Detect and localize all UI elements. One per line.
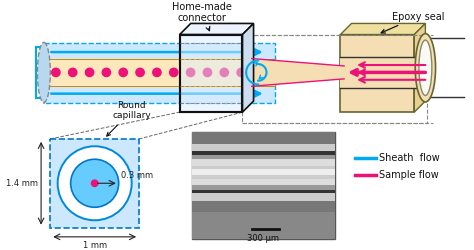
- Text: Sheath  flow: Sheath flow: [379, 153, 440, 163]
- Text: 0.3 mm: 0.3 mm: [120, 172, 153, 180]
- Bar: [191, 179, 335, 185]
- Bar: [191, 166, 335, 170]
- Circle shape: [102, 68, 110, 76]
- Text: 1.4 mm: 1.4 mm: [6, 179, 38, 188]
- Polygon shape: [340, 24, 425, 34]
- Bar: [191, 132, 335, 239]
- Circle shape: [237, 68, 245, 76]
- Bar: [44, 43, 275, 103]
- Circle shape: [58, 146, 132, 220]
- Bar: [243, 34, 427, 123]
- Circle shape: [220, 68, 228, 76]
- Circle shape: [69, 68, 77, 76]
- Bar: [191, 201, 335, 212]
- Bar: [340, 34, 414, 112]
- Circle shape: [119, 68, 128, 76]
- Ellipse shape: [415, 34, 436, 102]
- Bar: [180, 34, 243, 112]
- Circle shape: [186, 68, 195, 76]
- Circle shape: [170, 68, 178, 76]
- Polygon shape: [252, 58, 344, 86]
- Bar: [44, 58, 275, 86]
- Bar: [50, 139, 139, 228]
- Circle shape: [254, 68, 262, 76]
- Ellipse shape: [37, 42, 50, 102]
- Bar: [191, 175, 335, 179]
- Circle shape: [85, 68, 94, 76]
- Bar: [340, 57, 433, 88]
- Circle shape: [52, 68, 60, 76]
- Bar: [191, 185, 335, 190]
- Text: Round
capillary: Round capillary: [107, 101, 151, 136]
- Circle shape: [271, 68, 279, 76]
- Ellipse shape: [419, 40, 432, 96]
- Bar: [191, 159, 335, 166]
- Text: Epoxy seal: Epoxy seal: [381, 12, 444, 33]
- Bar: [191, 190, 335, 194]
- Bar: [191, 212, 335, 239]
- Text: 1 mm: 1 mm: [82, 240, 107, 250]
- Bar: [191, 170, 335, 175]
- Bar: [191, 132, 335, 143]
- Polygon shape: [180, 24, 254, 34]
- Polygon shape: [243, 24, 254, 112]
- Polygon shape: [414, 24, 425, 112]
- Text: Home-made
connector: Home-made connector: [172, 2, 232, 31]
- Bar: [191, 194, 335, 201]
- Circle shape: [91, 180, 98, 186]
- Circle shape: [136, 68, 144, 76]
- Circle shape: [59, 147, 131, 219]
- Circle shape: [153, 68, 161, 76]
- Bar: [180, 34, 243, 112]
- Text: Sample flow: Sample flow: [379, 170, 439, 180]
- Text: 300 μm: 300 μm: [247, 234, 279, 243]
- Bar: [191, 155, 335, 159]
- Bar: [191, 151, 335, 155]
- Bar: [191, 144, 335, 151]
- Circle shape: [71, 159, 118, 207]
- Circle shape: [203, 68, 211, 76]
